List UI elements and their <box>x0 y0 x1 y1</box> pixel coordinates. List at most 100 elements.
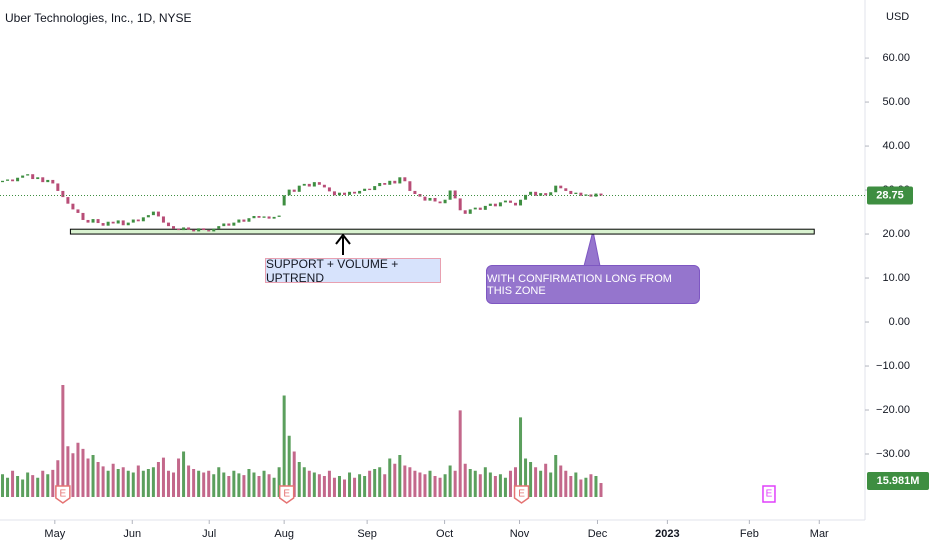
y-tick-label: 50.00 <box>882 96 910 108</box>
chart-title: Uber Technologies, Inc., 1D, NYSE <box>5 11 192 25</box>
candle-body <box>524 194 528 200</box>
volume-bar <box>91 455 95 497</box>
candle-body <box>327 187 331 192</box>
volume-bar <box>478 474 482 497</box>
volume-bar <box>383 474 387 497</box>
volume-bar <box>177 458 181 497</box>
volume-bar <box>41 470 45 497</box>
volume-bar <box>207 470 211 497</box>
volume-bar <box>498 474 502 497</box>
y-tick-label: 60.00 <box>882 52 910 64</box>
candle-body <box>282 195 286 206</box>
candle-body <box>468 209 472 214</box>
candle-body <box>177 228 181 231</box>
candle-body <box>217 226 221 229</box>
x-tick-label: Aug <box>274 528 294 540</box>
candle-body <box>544 193 548 196</box>
candle-body <box>498 202 502 207</box>
volume-bar <box>46 474 50 497</box>
candle-body <box>322 184 326 188</box>
volume-bar <box>161 457 165 497</box>
candle-body <box>569 190 573 195</box>
volume-bar <box>584 477 588 497</box>
candle-body <box>111 221 115 224</box>
candle-body <box>197 228 201 232</box>
volume-bar <box>146 469 150 497</box>
candle-body <box>257 216 261 218</box>
volume-bar <box>393 463 397 497</box>
candle-body <box>267 216 271 219</box>
volume-bar <box>554 455 558 497</box>
candle-body <box>202 228 206 231</box>
candle-body <box>187 227 191 230</box>
volume-bar <box>1 474 5 497</box>
candle-body <box>453 190 457 199</box>
volume-bar <box>51 469 55 497</box>
candle-body <box>26 174 30 176</box>
candle-body <box>106 221 110 226</box>
volume-bar <box>428 470 432 497</box>
candle-body <box>307 183 311 187</box>
candle-body <box>131 219 135 223</box>
candle-body <box>96 219 100 224</box>
volume-bar <box>282 395 286 497</box>
candle-body <box>599 193 603 196</box>
candle-body <box>478 207 482 210</box>
candle-body <box>443 199 447 204</box>
candle-body <box>81 212 85 220</box>
candle-body <box>503 200 507 203</box>
candle-body <box>433 197 437 202</box>
candle-body <box>237 219 241 223</box>
volume-bar <box>272 477 276 497</box>
x-tick-label: Jul <box>202 528 216 540</box>
candle-body <box>126 222 130 226</box>
candle-body <box>473 207 477 210</box>
volume-bar <box>353 477 357 497</box>
volume-last-label: 15.981M <box>877 475 920 487</box>
volume-bar <box>212 474 216 497</box>
volume-bar <box>217 467 221 497</box>
candle-body <box>141 217 145 222</box>
volume-bar <box>166 470 170 497</box>
candle-body <box>156 211 160 217</box>
candle-body <box>358 190 362 194</box>
candle-body <box>121 220 125 226</box>
volume-bar <box>232 470 236 497</box>
volume-bar <box>418 472 422 497</box>
volume-bar <box>574 472 578 497</box>
candle-body <box>232 222 236 226</box>
volume-bar <box>433 476 437 497</box>
volume-bar <box>106 470 110 497</box>
volume-bar <box>202 472 206 497</box>
volume-bar <box>307 470 311 497</box>
earnings-label: E <box>60 489 67 500</box>
volume-bar <box>227 476 231 497</box>
earnings-icon <box>762 485 776 503</box>
volume-bar <box>172 472 176 497</box>
volume-bar <box>21 479 25 497</box>
x-tick-label: Jun <box>123 528 141 540</box>
candle-body <box>182 227 186 231</box>
volume-bar <box>413 470 417 497</box>
volume-bar <box>508 470 512 497</box>
candle-body <box>222 223 226 227</box>
candle-body <box>513 202 517 206</box>
volume-bar <box>312 472 316 497</box>
candle-body <box>403 177 407 182</box>
candle-body <box>161 216 165 223</box>
volume-bar <box>337 476 341 497</box>
candle-body <box>579 192 583 196</box>
candle-body <box>549 192 553 196</box>
candle-body <box>483 205 487 210</box>
candle-body <box>252 216 256 219</box>
candle-body <box>242 219 246 222</box>
volume-bar <box>136 465 140 497</box>
y-tick-label: 40.00 <box>882 140 910 152</box>
x-tick-label: 2023 <box>655 528 679 540</box>
candle-body <box>564 188 568 191</box>
support-note: SUPPORT + VOLUME + UPTREND <box>265 257 441 285</box>
volume-bar <box>564 470 568 497</box>
candle-body <box>388 180 392 185</box>
